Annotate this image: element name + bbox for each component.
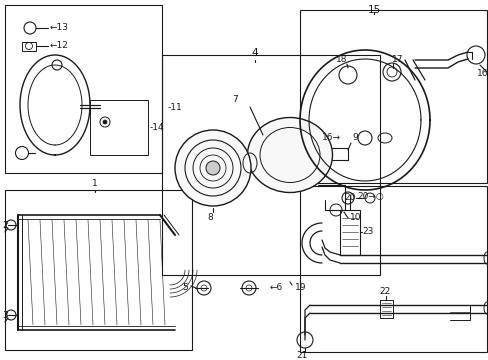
Text: ←13: ←13	[50, 23, 69, 32]
Text: 3: 3	[2, 310, 8, 320]
Bar	[5, 5, 162, 173]
Ellipse shape	[247, 117, 332, 193]
Text: 19: 19	[294, 284, 306, 292]
Text: -14: -14	[150, 122, 164, 131]
Text: 7: 7	[232, 95, 237, 104]
Text: 22: 22	[379, 287, 390, 296]
Bar	[299, 10, 486, 183]
Circle shape	[205, 161, 220, 175]
Circle shape	[103, 120, 107, 124]
Text: -11: -11	[168, 104, 183, 112]
Text: 16: 16	[475, 68, 487, 77]
Text: 10: 10	[349, 213, 361, 222]
Text: 1: 1	[92, 179, 98, 188]
Text: 15: 15	[366, 5, 380, 15]
Text: 8: 8	[207, 213, 212, 222]
Bar	[90, 100, 148, 155]
Circle shape	[175, 130, 250, 206]
Text: 4: 4	[251, 48, 258, 58]
Bar	[162, 55, 379, 275]
Text: 5: 5	[182, 284, 187, 292]
Text: 23: 23	[361, 228, 373, 237]
Bar	[379, 300, 392, 318]
Text: 20: 20	[344, 194, 355, 202]
Text: ←6: ←6	[269, 284, 283, 292]
Text: 20→○: 20→○	[356, 192, 383, 201]
Bar	[299, 186, 486, 352]
Text: 2: 2	[2, 220, 8, 230]
Bar	[5, 190, 192, 350]
Text: 18: 18	[336, 55, 347, 64]
Text: ←12: ←12	[50, 41, 69, 50]
Text: 16→: 16→	[321, 134, 340, 143]
Bar	[339, 210, 359, 255]
Text: 9: 9	[351, 134, 357, 143]
Text: 17: 17	[391, 55, 403, 64]
Bar	[22, 42, 36, 51]
Text: 21: 21	[296, 351, 307, 360]
